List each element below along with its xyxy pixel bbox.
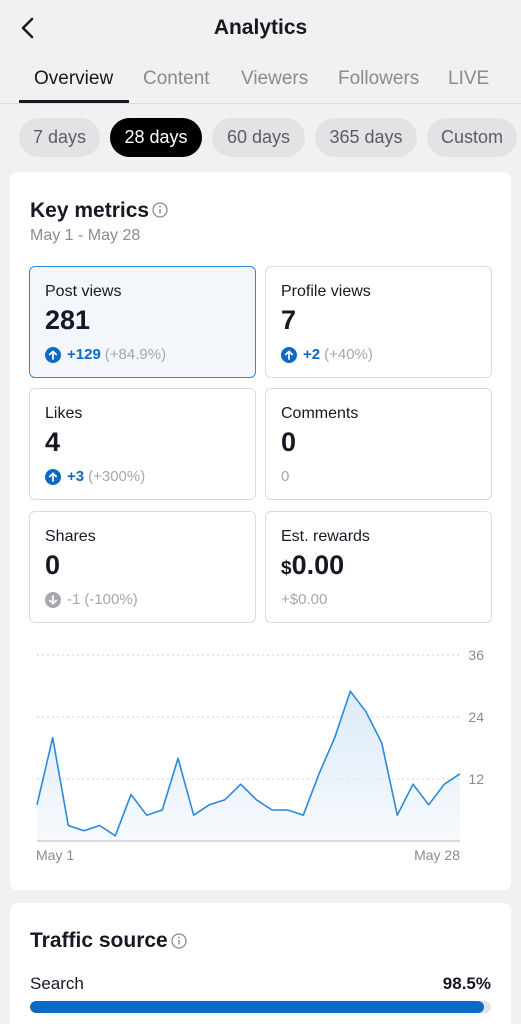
- metric-delta: +2: [303, 346, 321, 363]
- y-tick-label-36: 36: [468, 647, 484, 663]
- metric-label: Est. rewards: [281, 528, 370, 545]
- arrow-up-icon: [45, 468, 61, 485]
- arrow-up-icon: [45, 346, 61, 363]
- metric-delta: +3: [67, 468, 85, 485]
- key-metrics-title: Key metrics: [30, 199, 150, 222]
- post-views-chart: 12 24 36 May 1 May 28: [36, 647, 484, 863]
- date-range-selector: 7 days 28 days 60 days 365 days Custom: [0, 118, 521, 158]
- metric-label: Likes: [45, 405, 83, 422]
- top-bar: Analytics Overview Content Viewers Follo…: [0, 0, 521, 104]
- metric-card-likes[interactable]: Likes 4 +3 (+300%): [29, 388, 256, 500]
- arrow-up-icon: [281, 346, 297, 363]
- series-area: [37, 691, 460, 841]
- metric-percent: (+40%): [324, 346, 373, 363]
- metric-card-profile-views[interactable]: Profile views 7 +2 (+40%): [265, 266, 492, 378]
- traffic-source-value: 98.5%: [442, 974, 491, 993]
- arrow-down-icon: [45, 591, 61, 608]
- y-tick-label-24: 24: [468, 709, 484, 725]
- tab-overview[interactable]: Overview: [34, 68, 114, 89]
- traffic-source-bar-track: [30, 1001, 491, 1013]
- x-tick-label-end: May 28: [414, 847, 460, 863]
- date-range-label: May 1 - May 28: [30, 227, 141, 244]
- metric-change: +2 (+40%): [281, 346, 373, 363]
- y-tick-label-12: 12: [468, 771, 484, 787]
- info-icon[interactable]: [171, 933, 187, 949]
- range-chip-28-days[interactable]: 28 days: [110, 118, 202, 157]
- traffic-source-card: Traffic source Search 98.5%: [10, 903, 511, 1024]
- metric-label: Profile views: [281, 283, 371, 300]
- metric-value: 0.00: [291, 550, 345, 580]
- metric-value: 0: [281, 427, 297, 457]
- metric-delta: +$0.00: [281, 591, 328, 608]
- range-chip-7-days[interactable]: 7 days: [19, 118, 100, 157]
- metric-card-est-rewards[interactable]: Est. rewards $0.00 +$0.00: [265, 511, 492, 623]
- metric-value: 0: [45, 550, 61, 580]
- metric-change: 0: [281, 468, 293, 485]
- metric-delta: +129: [67, 346, 101, 363]
- metric-change: +3 (+300%): [45, 468, 145, 485]
- active-tab-indicator: [19, 100, 129, 103]
- back-button[interactable]: [14, 14, 42, 42]
- range-chip-365-days[interactable]: 365 days: [315, 118, 417, 157]
- tab-followers[interactable]: Followers: [338, 68, 420, 89]
- series-line: [36, 690, 461, 837]
- traffic-source-bar-fill: [30, 1001, 485, 1013]
- tab-live[interactable]: LIVE: [448, 68, 490, 89]
- x-tick-label-start: May 1: [36, 847, 74, 863]
- metric-value: 4: [45, 427, 61, 457]
- metric-change: +$0.00: [281, 591, 331, 608]
- metric-label: Shares: [45, 528, 96, 545]
- metric-percent: (-100%): [84, 591, 138, 608]
- metric-change: +129 (+84.9%): [45, 346, 166, 363]
- metric-percent: (+84.9%): [104, 346, 167, 363]
- metric-percent: (+300%): [88, 468, 146, 485]
- metric-card-comments[interactable]: Comments 0 0: [265, 388, 492, 500]
- range-chip-custom[interactable]: Custom: [427, 118, 517, 157]
- chevron-left-icon: [21, 17, 34, 39]
- metric-value: 281: [45, 305, 91, 335]
- metric-card-shares[interactable]: Shares 0 -1 (-100%): [29, 511, 256, 623]
- metric-delta: -1: [67, 591, 81, 608]
- currency-symbol: $: [281, 558, 292, 579]
- metric-delta: 0: [281, 468, 290, 485]
- info-icon[interactable]: [152, 202, 168, 218]
- traffic-source-label: Search: [30, 974, 84, 993]
- traffic-source-title: Traffic source: [30, 929, 168, 952]
- range-chip-60-days[interactable]: 60 days: [212, 118, 305, 157]
- tab-viewers[interactable]: Viewers: [241, 68, 309, 89]
- metric-label: Comments: [281, 405, 359, 422]
- tab-bar: Overview Content Viewers Followers LIVE: [0, 62, 521, 104]
- metric-change: -1 (-100%): [45, 591, 138, 608]
- tab-content[interactable]: Content: [143, 68, 210, 89]
- metric-value-wrapper: $0.00: [281, 550, 344, 581]
- metric-value: 7: [281, 305, 297, 335]
- metric-card-post-views[interactable]: Post views 281 +129 (+84.9%): [29, 266, 256, 378]
- metric-label: Post views: [45, 283, 122, 300]
- key-metrics-card: Key metrics May 1 - May 28 Post views 28…: [10, 172, 511, 890]
- page-title: Analytics: [213, 16, 308, 39]
